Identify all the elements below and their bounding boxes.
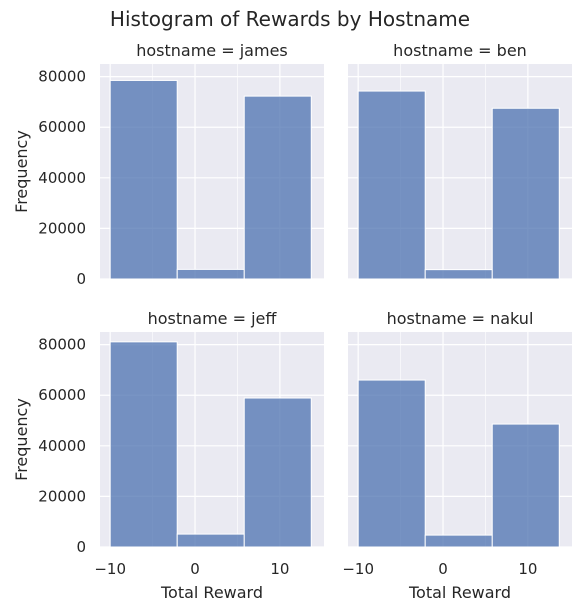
facet-panel-2: hostname = ben [348,41,572,280]
panel-title: hostname = james [136,41,288,60]
histogram-bar [357,90,426,280]
facet-panel-3: hostname = jeff 0 20000 40000 60000 80000 Freq… [12,309,324,602]
x-tick-label: −10 [94,560,126,578]
panel-title: hostname = ben [393,41,527,60]
y-axis-label: Frequency [12,130,31,213]
y-tick-label: 0 [76,270,86,288]
x-axis-label: Total Reward [160,583,263,602]
panel-title: hostname = nakul [387,309,534,328]
histogram-bar [491,107,560,280]
histogram-bar [491,423,560,548]
panel-title: hostname = jeff [148,309,278,328]
histogram-bar [109,341,178,548]
y-tick-label: 40000 [38,169,86,187]
histogram-bar [109,79,178,280]
histogram-bar [424,269,493,280]
x-tick-label: −10 [342,560,374,578]
x-tick-label: 0 [438,560,448,578]
y-tick-label: 80000 [38,68,86,86]
x-tick-label: 10 [270,560,289,578]
y-tick-label: 20000 [38,487,86,505]
x-tick-label: 0 [190,560,200,578]
y-axis-label: Frequency [12,398,31,481]
y-tick-label: 20000 [38,219,86,237]
facet-panels: hostname = james 0 20000 40000 60000 80000 Fre… [12,41,572,602]
histogram-bar [243,95,312,280]
x-axis-label: Total Reward [408,583,511,602]
y-tick-label: 60000 [38,118,86,136]
chart-title: Histogram of Rewards by Hostname [110,7,470,31]
facet-panel-1: hostname = james 0 20000 40000 60000 80000 Fre… [12,41,324,288]
histogram-bar [176,268,245,280]
histogram-bar [243,397,312,548]
facet-panel-4: hostname = nakul −10 0 10 Total Reward [342,309,572,602]
y-tick-label: 0 [76,538,86,556]
histogram-bar [176,533,245,548]
histogram-bar [357,379,426,548]
y-tick-label: 40000 [38,437,86,455]
x-tick-label: 10 [518,560,537,578]
y-tick-label: 80000 [38,336,86,354]
histogram-bar [424,534,493,548]
y-tick-label: 60000 [38,386,86,404]
